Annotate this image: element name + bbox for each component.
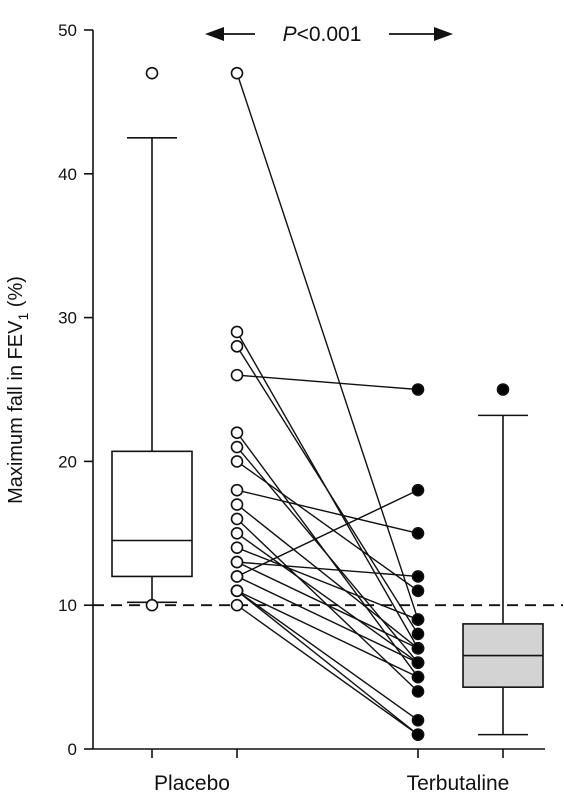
pair-line-7 — [236, 489, 419, 534]
placebo-point-7 — [230, 483, 244, 497]
y-tick-label-30: 30 — [58, 309, 77, 328]
pair-line-16 — [236, 590, 419, 678]
category-label-placebo: Placebo — [154, 772, 230, 795]
placebo-point-1 — [230, 325, 244, 339]
pair-line-6 — [236, 460, 419, 592]
paired-points — [230, 66, 425, 741]
pair-line-11 — [236, 547, 419, 621]
placebo-point-19 — [230, 598, 244, 612]
p-value-annotation: P<0.001 — [205, 23, 453, 46]
pair-line-2 — [236, 345, 419, 635]
placebo-point-6 — [230, 455, 244, 468]
pair-line-10 — [236, 532, 419, 664]
pair-line-3 — [236, 374, 419, 391]
placebo-point-15 — [230, 570, 244, 583]
terbutaline-point-17 — [411, 713, 425, 727]
placebo-box — [111, 450, 193, 578]
axes — [92, 30, 545, 758]
placebo-outlier-1 — [145, 66, 159, 80]
pair-line-13 — [236, 561, 419, 649]
y-tick-label-50: 50 — [58, 21, 77, 40]
placebo-point-5 — [230, 440, 244, 454]
left-arrow-head — [205, 27, 224, 41]
y-axis-label: Maximum fall in FEV1 (%) — [5, 276, 31, 504]
pair-line-12 — [236, 561, 419, 578]
pair-line-14 — [236, 489, 419, 578]
pair-line-5 — [236, 446, 419, 664]
terbutaline-point-19 — [411, 728, 425, 741]
terbutaline-point-12 — [411, 570, 425, 583]
pair-line-17 — [236, 590, 419, 721]
terbutaline-point-2 — [411, 627, 425, 641]
category-label-terbutaline: Terbutaline — [407, 772, 510, 795]
y-tick-label-40: 40 — [58, 165, 77, 184]
placebo-point-18 — [230, 584, 244, 598]
placebo-point-9 — [230, 512, 244, 526]
placebo-point-3 — [230, 368, 244, 382]
terbutaline-point-3 — [411, 383, 425, 396]
placebo-point-10 — [230, 526, 244, 540]
placebo-point-11 — [230, 541, 244, 554]
pair-line-19 — [236, 604, 419, 736]
p-value-text: P<0.001 — [283, 23, 362, 46]
terbutaline-point-13 — [411, 642, 425, 655]
terbutaline-point-14 — [411, 483, 425, 497]
terbutaline-point-7 — [411, 526, 425, 540]
placebo-outlier-0 — [145, 598, 159, 612]
terbutaline-point-6 — [411, 584, 425, 598]
placebo-point-0 — [230, 66, 244, 80]
terbutaline-outlier-0 — [496, 383, 510, 396]
y-tick-label-10: 10 — [58, 596, 77, 615]
y-tick-label-0: 0 — [68, 740, 77, 759]
right-arrow-head — [434, 27, 453, 41]
pair-line-18 — [236, 590, 419, 736]
pair-line-8 — [236, 503, 419, 649]
placebo-point-2 — [230, 340, 244, 353]
paired-lines — [236, 72, 419, 736]
box-plots — [111, 66, 544, 736]
placebo-point-13 — [230, 555, 244, 569]
terbutaline-point-11 — [411, 613, 425, 626]
pair-line-15 — [236, 575, 419, 664]
placebo-point-4 — [230, 426, 244, 439]
terbutaline-point-9 — [411, 685, 425, 698]
terbutaline-point-16 — [411, 670, 425, 684]
terbutaline-point-15 — [411, 656, 425, 670]
y-ticks: 0 10 20 30 40 50 — [58, 21, 93, 759]
placebo-point-8 — [230, 498, 244, 511]
pair-line-0 — [236, 72, 419, 620]
y-tick-label-20: 20 — [58, 452, 77, 471]
